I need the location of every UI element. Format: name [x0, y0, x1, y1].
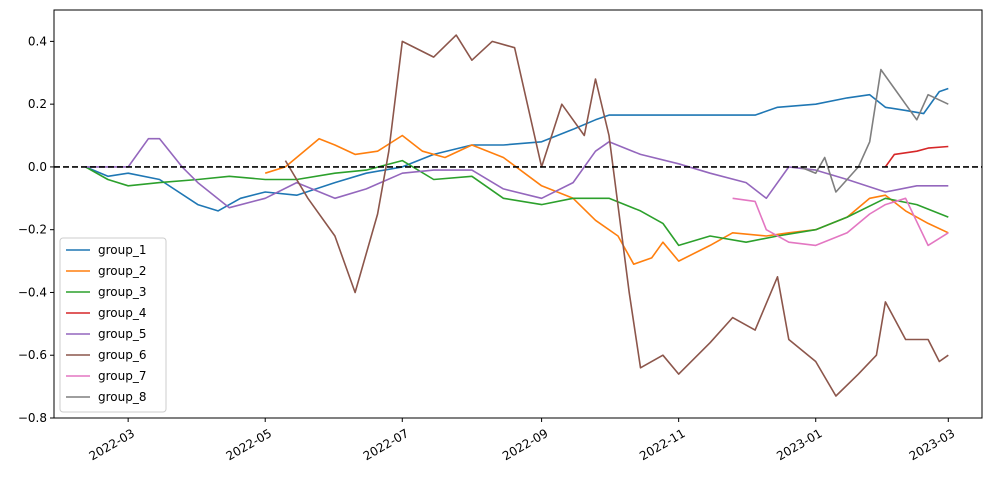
x-axis: 2022-03 2022-05 2022-07 2022-09 2022-11 2023-…: [87, 418, 957, 463]
y-tick-label: 0.2: [28, 97, 47, 111]
series-line-group-7: [732, 197, 949, 247]
series-line-group-3: [85, 159, 949, 247]
y-tick-label: −0.2: [18, 223, 47, 237]
x-tick-label: 2023-01: [774, 426, 824, 463]
series-line-group-2: [264, 134, 949, 265]
legend-label: group_1: [98, 243, 147, 257]
y-axis: 0.4 0.2 0.0 −0.2 −0.4 −0.6 −0.8: [18, 34, 54, 425]
plot-frame: [53, 9, 983, 419]
y-tick-label: −0.6: [18, 348, 47, 362]
series-layer: [85, 34, 949, 397]
legend-label: group_8: [98, 390, 147, 404]
x-tick-label: 2023-03: [907, 426, 957, 463]
y-tick-label: 0.4: [28, 34, 47, 48]
y-tick-label: −0.4: [18, 285, 47, 299]
series-line-group-1: [85, 87, 949, 212]
y-tick-label: −0.8: [18, 411, 47, 425]
series-line-group-8: [799, 68, 949, 193]
series-line-group-5: [85, 137, 949, 209]
x-tick-label: 2022-03: [87, 426, 137, 463]
legend-label: group_4: [98, 306, 147, 320]
legend-box: [59, 237, 167, 413]
x-tick-label: 2022-11: [637, 426, 687, 463]
y-tick-label: 0.0: [28, 160, 47, 174]
x-tick-label: 2022-09: [500, 426, 550, 463]
legend-label: group_5: [98, 327, 147, 341]
x-tick-label: 2022-07: [361, 426, 411, 463]
legend-label: group_2: [98, 264, 147, 278]
legend-label: group_7: [98, 369, 147, 383]
legend: group_1 group_2 group_3 group_4 group_5group…: [59, 237, 167, 413]
series-line-group-4: [884, 145, 949, 168]
series-line-group-6: [284, 34, 949, 397]
x-tick-label: 2022-05: [224, 426, 274, 463]
legend-label: group_6: [98, 348, 147, 362]
legend-label: group_3: [98, 285, 147, 299]
